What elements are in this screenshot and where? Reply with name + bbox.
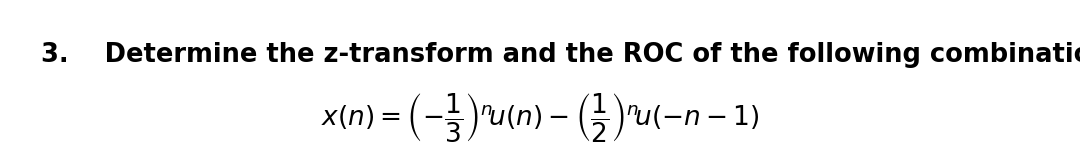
Text: 3.    Determine the z-transform and the ROC of the following combination signal: 3. Determine the z-transform and the ROC… (41, 42, 1080, 68)
Text: $x(n) = \left(-\dfrac{1}{3}\right)^{n}\!u(n) - \left(\dfrac{1}{2}\right)^{n}\!u(: $x(n) = \left(-\dfrac{1}{3}\right)^{n}\!… (321, 91, 759, 144)
